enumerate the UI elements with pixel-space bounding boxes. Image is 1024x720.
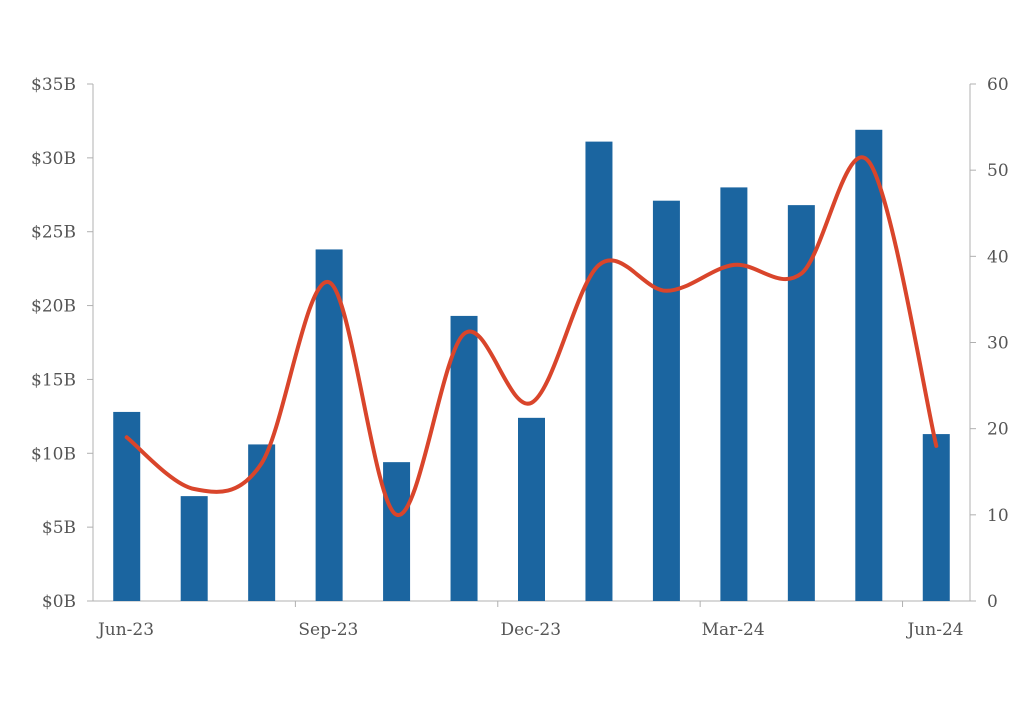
bar [585, 141, 613, 601]
bar [652, 200, 680, 602]
left-y-tick-label: $20B [31, 297, 76, 317]
x-tick-label: Jun-24 [905, 620, 963, 640]
left-y-tick-label: $15B [31, 370, 76, 390]
left-y-tick-label: $30B [31, 149, 76, 169]
bar [248, 444, 276, 601]
bar [113, 411, 141, 601]
bar [720, 187, 748, 601]
bar [922, 434, 950, 601]
left-y-tick-label: $0B [42, 592, 76, 612]
bar [383, 462, 411, 601]
left-y-tick-label: $25B [31, 223, 76, 243]
left-y-tick-label: $10B [31, 444, 76, 464]
bar-series [113, 129, 950, 602]
right-y-tick-label: 30 [987, 334, 1009, 354]
bar [315, 249, 343, 601]
left-y-tick-label: $35B [31, 75, 76, 95]
x-tick-label: Jun-23 [96, 620, 154, 640]
bar [518, 417, 545, 601]
x-tick-label: Sep-23 [298, 620, 358, 640]
bar [450, 315, 478, 601]
trend-line [124, 155, 939, 517]
right-y-tick-label: 40 [987, 247, 1009, 267]
tick-labels: $0B $5B $10B $15B $20B $25B $30B $35B 0 10 20 30 40 5… [31, 75, 1009, 640]
line-series [124, 155, 939, 517]
bar [180, 496, 208, 601]
x-tick-label: Dec-23 [500, 620, 561, 640]
right-y-tick-label: 10 [987, 506, 1009, 526]
right-y-tick-label: 60 [987, 75, 1009, 95]
right-y-tick-label: 50 [987, 161, 1009, 181]
left-y-tick-label: $5B [42, 518, 76, 538]
right-y-tick-label: 20 [987, 420, 1009, 440]
x-tick-label: Mar-24 [702, 620, 765, 640]
bar [855, 129, 883, 601]
right-y-tick-label: 0 [987, 592, 998, 612]
